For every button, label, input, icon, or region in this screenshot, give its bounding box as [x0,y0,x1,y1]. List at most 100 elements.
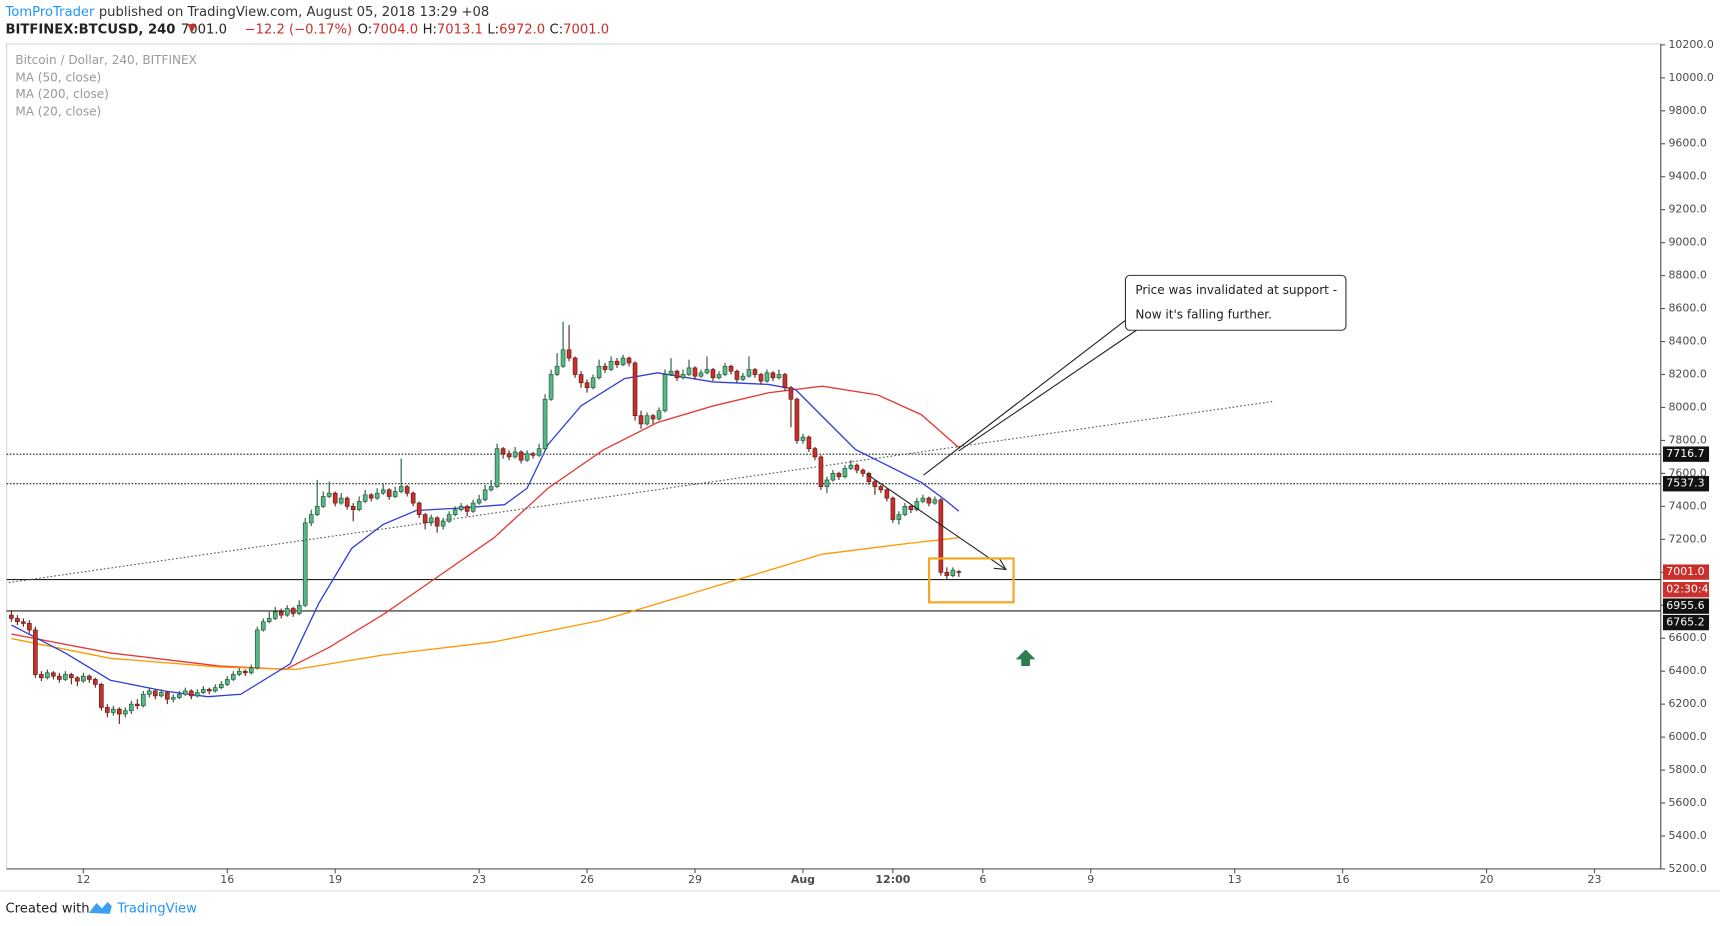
h-value: 7013.1 [437,23,483,38]
candle-body [75,677,80,682]
candle-body [320,496,326,507]
y-tick-label: 9400.0 [1668,170,1706,183]
candle-body [99,684,104,708]
candle-body [57,675,62,680]
candle-body [386,489,392,497]
price-tag-label: 7001.0 [1666,565,1704,578]
candle-body [332,492,338,504]
candle-body [272,611,278,619]
candle-body [188,690,194,697]
y-tick-label: 5200.0 [1668,862,1706,875]
candle-body [776,374,782,379]
x-tick-label: 13 [1228,873,1242,886]
candle-body [890,497,896,520]
callout-box [1124,274,1347,331]
candle-body [788,387,794,400]
y-tick-label: 10200.0 [1668,38,1713,51]
candle-body [290,608,296,614]
candle-body [746,369,752,377]
candle-body [830,473,836,481]
candle-body [950,569,956,576]
candle-body [638,415,644,425]
y-tick-label: 6000.0 [1668,730,1706,743]
candle-body [686,367,692,375]
l-label: L: [487,23,499,38]
callout-text: Now it's falling further. [1135,307,1272,321]
candle-body [15,618,20,623]
price-tag [1662,614,1710,631]
candle-body [716,374,722,379]
candle-body [602,365,608,370]
candle-body [434,517,440,527]
candle-body [105,707,110,713]
moving-averages [11,372,960,698]
candle-body [206,688,212,692]
candle-body [560,349,566,367]
y-tick-label: 6600.0 [1668,631,1706,644]
footer-created: Created with [5,901,89,916]
candle-body [21,621,26,624]
candle-body [860,469,866,474]
candle-body [87,675,92,680]
candle-body [356,501,362,510]
price-tag-label: 7716.7 [1666,447,1704,460]
y-tick-label: 6200.0 [1668,697,1706,710]
author[interactable]: TomProTrader [4,5,95,20]
candle-body [680,374,686,379]
price-tag [1662,476,1710,492]
candle-body [236,670,242,675]
y-tick-label: 9800.0 [1668,104,1706,117]
candle-body [698,372,704,377]
candle-body [836,473,842,478]
candle-body [926,497,932,504]
price-tag-label: 02:30:48 [1666,583,1715,596]
candle-body [152,690,158,697]
symbol-line: BITFINEX:BTCUSD, 240 7001.0 −12.2 (−0.17%)… [5,23,609,38]
candle-body [9,614,14,619]
trend-line [8,401,1273,584]
candle-body [81,675,86,682]
candle-body [668,370,674,375]
candle-body [626,357,632,364]
candle-body [692,367,698,377]
candle-body [656,410,662,420]
ma-line [11,372,960,698]
candle-body [224,679,230,685]
arrow-head [993,558,1007,571]
x-tick-label: 23 [1588,873,1602,886]
candle-body [182,690,188,695]
candle-body [362,494,368,502]
legend-title: Bitcoin / Dollar, 240, BITFINEX [15,53,197,67]
price-tag-label: 6765.2 [1666,616,1704,629]
candle-body [494,448,500,487]
y-tick-label: 5600.0 [1668,796,1706,809]
h-label: H: [423,23,437,38]
candle-body [608,360,614,370]
candle-body [902,506,908,515]
callout-pointer [923,319,1126,476]
candle-body [878,486,884,491]
candle-body [512,451,518,458]
y-tick-label: 7200.0 [1668,532,1706,545]
candle-body [710,369,716,379]
candle-body [284,608,290,616]
axes: 5200.0 5400.0 5600.0 5800.0 6000.0 6200.0 6400… [76,38,1715,886]
candle-body [722,365,728,375]
up-arrow [1015,649,1036,666]
candle-body [33,629,38,675]
price-tag [1662,446,1710,462]
candle-body [584,382,590,389]
candle-body [500,448,506,454]
candle-body [416,502,422,515]
y-tick-label: 8000.0 [1668,400,1706,413]
candle-body [548,374,554,400]
candle-body [260,621,266,631]
footer-brand[interactable]: TradingView [116,901,197,916]
candle-body [758,374,764,382]
x-tick-label: 26 [580,873,594,886]
candle-body [920,497,926,502]
candle-body [590,377,596,389]
